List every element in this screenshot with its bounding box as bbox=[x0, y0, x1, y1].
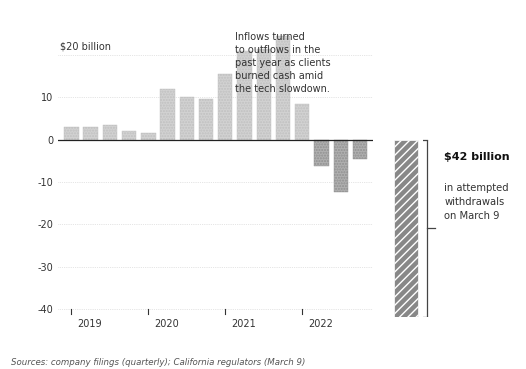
Bar bbox=[103, 125, 117, 139]
Bar bbox=[353, 139, 367, 159]
Bar bbox=[160, 89, 175, 139]
Bar bbox=[257, 49, 271, 139]
Bar bbox=[64, 127, 78, 139]
Bar bbox=[333, 139, 348, 193]
Text: in attempted
withdrawals
on March 9: in attempted withdrawals on March 9 bbox=[444, 183, 509, 221]
Bar bbox=[276, 36, 290, 139]
Text: Sources: company filings (quarterly); California regulators (March 9): Sources: company filings (quarterly); Ca… bbox=[11, 358, 305, 367]
Text: 2021: 2021 bbox=[231, 320, 256, 330]
Bar bbox=[314, 139, 329, 166]
Text: 2019: 2019 bbox=[77, 320, 102, 330]
Bar bbox=[394, 139, 419, 317]
Text: $42 billion: $42 billion bbox=[444, 152, 510, 162]
Bar bbox=[179, 97, 194, 139]
Bar bbox=[237, 51, 252, 139]
Text: $20 billion: $20 billion bbox=[60, 42, 111, 52]
Bar bbox=[83, 127, 98, 139]
Bar bbox=[141, 133, 156, 139]
Bar bbox=[218, 74, 232, 139]
Text: 2020: 2020 bbox=[154, 320, 179, 330]
Bar bbox=[295, 104, 309, 139]
Bar bbox=[199, 99, 213, 139]
Text: 2022: 2022 bbox=[308, 320, 333, 330]
Bar bbox=[122, 131, 136, 139]
Text: Inflows turned
to outflows in the
past year as clients
burned cash amid
the tech: Inflows turned to outflows in the past y… bbox=[235, 32, 330, 94]
